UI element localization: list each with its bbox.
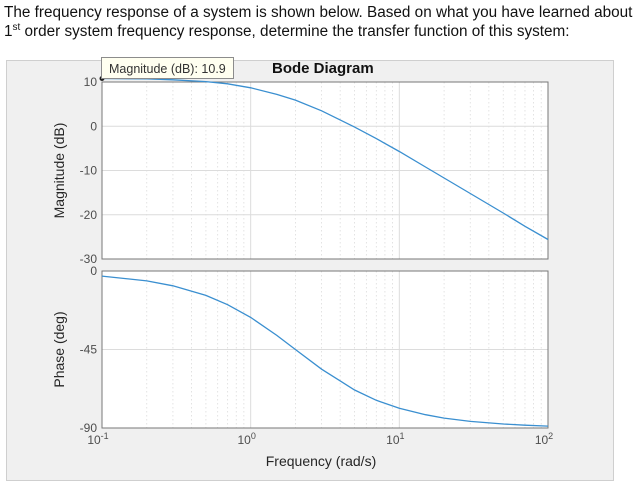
x-tick-base: 10 xyxy=(237,433,251,447)
x-axis-label: Frequency (rad/s) xyxy=(266,453,376,469)
magnitude-y-tick-label: 10 xyxy=(84,75,98,89)
phase-y-axis-label: Phase (deg) xyxy=(51,311,67,387)
question-line-2-rest: order system frequency response, determi… xyxy=(20,23,570,40)
phase-axes-box xyxy=(101,270,549,429)
magnitude-series-line xyxy=(101,77,549,241)
datatip[interactable]: Magnitude (dB): 10.9 xyxy=(101,57,234,79)
figure-window: 10 0 -10 -20 -30 Magnitude (dB) 0 -45 -90 Phase (… xyxy=(6,60,614,481)
magnitude-y-tick-label: -10 xyxy=(80,164,98,178)
x-tick-label: 100 xyxy=(237,431,255,447)
x-tick-exponent: 2 xyxy=(548,431,553,441)
x-tick-base: 10 xyxy=(386,433,400,447)
datatip-value: 10.9 xyxy=(201,62,226,76)
magnitude-y-tick-label: -20 xyxy=(80,208,98,222)
question-line-1: The frequency response of a system is sh… xyxy=(4,4,633,21)
phase-y-tick-label: -90 xyxy=(80,421,98,435)
phase-y-tick-label: 0 xyxy=(90,264,97,278)
x-tick-label: 10-1 xyxy=(87,431,108,447)
question-line-2: 1st order system frequency response, det… xyxy=(4,22,636,41)
phase-y-tick-label: -45 xyxy=(80,343,98,357)
ordinal-suffix: st xyxy=(12,21,21,33)
plot-title: Bode Diagram xyxy=(272,61,374,77)
x-tick-base: 10 xyxy=(535,433,549,447)
x-tick-base: 10 xyxy=(87,433,101,447)
x-tick-label: 102 xyxy=(535,431,553,447)
x-tick-exponent: -1 xyxy=(101,431,109,441)
phase-series-line xyxy=(101,275,549,427)
x-tick-exponent: 0 xyxy=(251,431,256,441)
x-tick-exponent: 1 xyxy=(400,431,405,441)
magnitude-y-tick-label: 0 xyxy=(90,119,97,133)
magnitude-y-axis-label: Magnitude (dB) xyxy=(51,123,67,219)
x-tick-label: 101 xyxy=(386,431,404,447)
magnitude-y-tick-label: -30 xyxy=(80,252,98,266)
question-text: The frequency response of a system is sh… xyxy=(4,3,636,41)
datatip-label: Magnitude (dB): xyxy=(109,62,198,76)
ordinal-number: 1 xyxy=(4,23,13,40)
magnitude-axes-box xyxy=(101,81,549,260)
